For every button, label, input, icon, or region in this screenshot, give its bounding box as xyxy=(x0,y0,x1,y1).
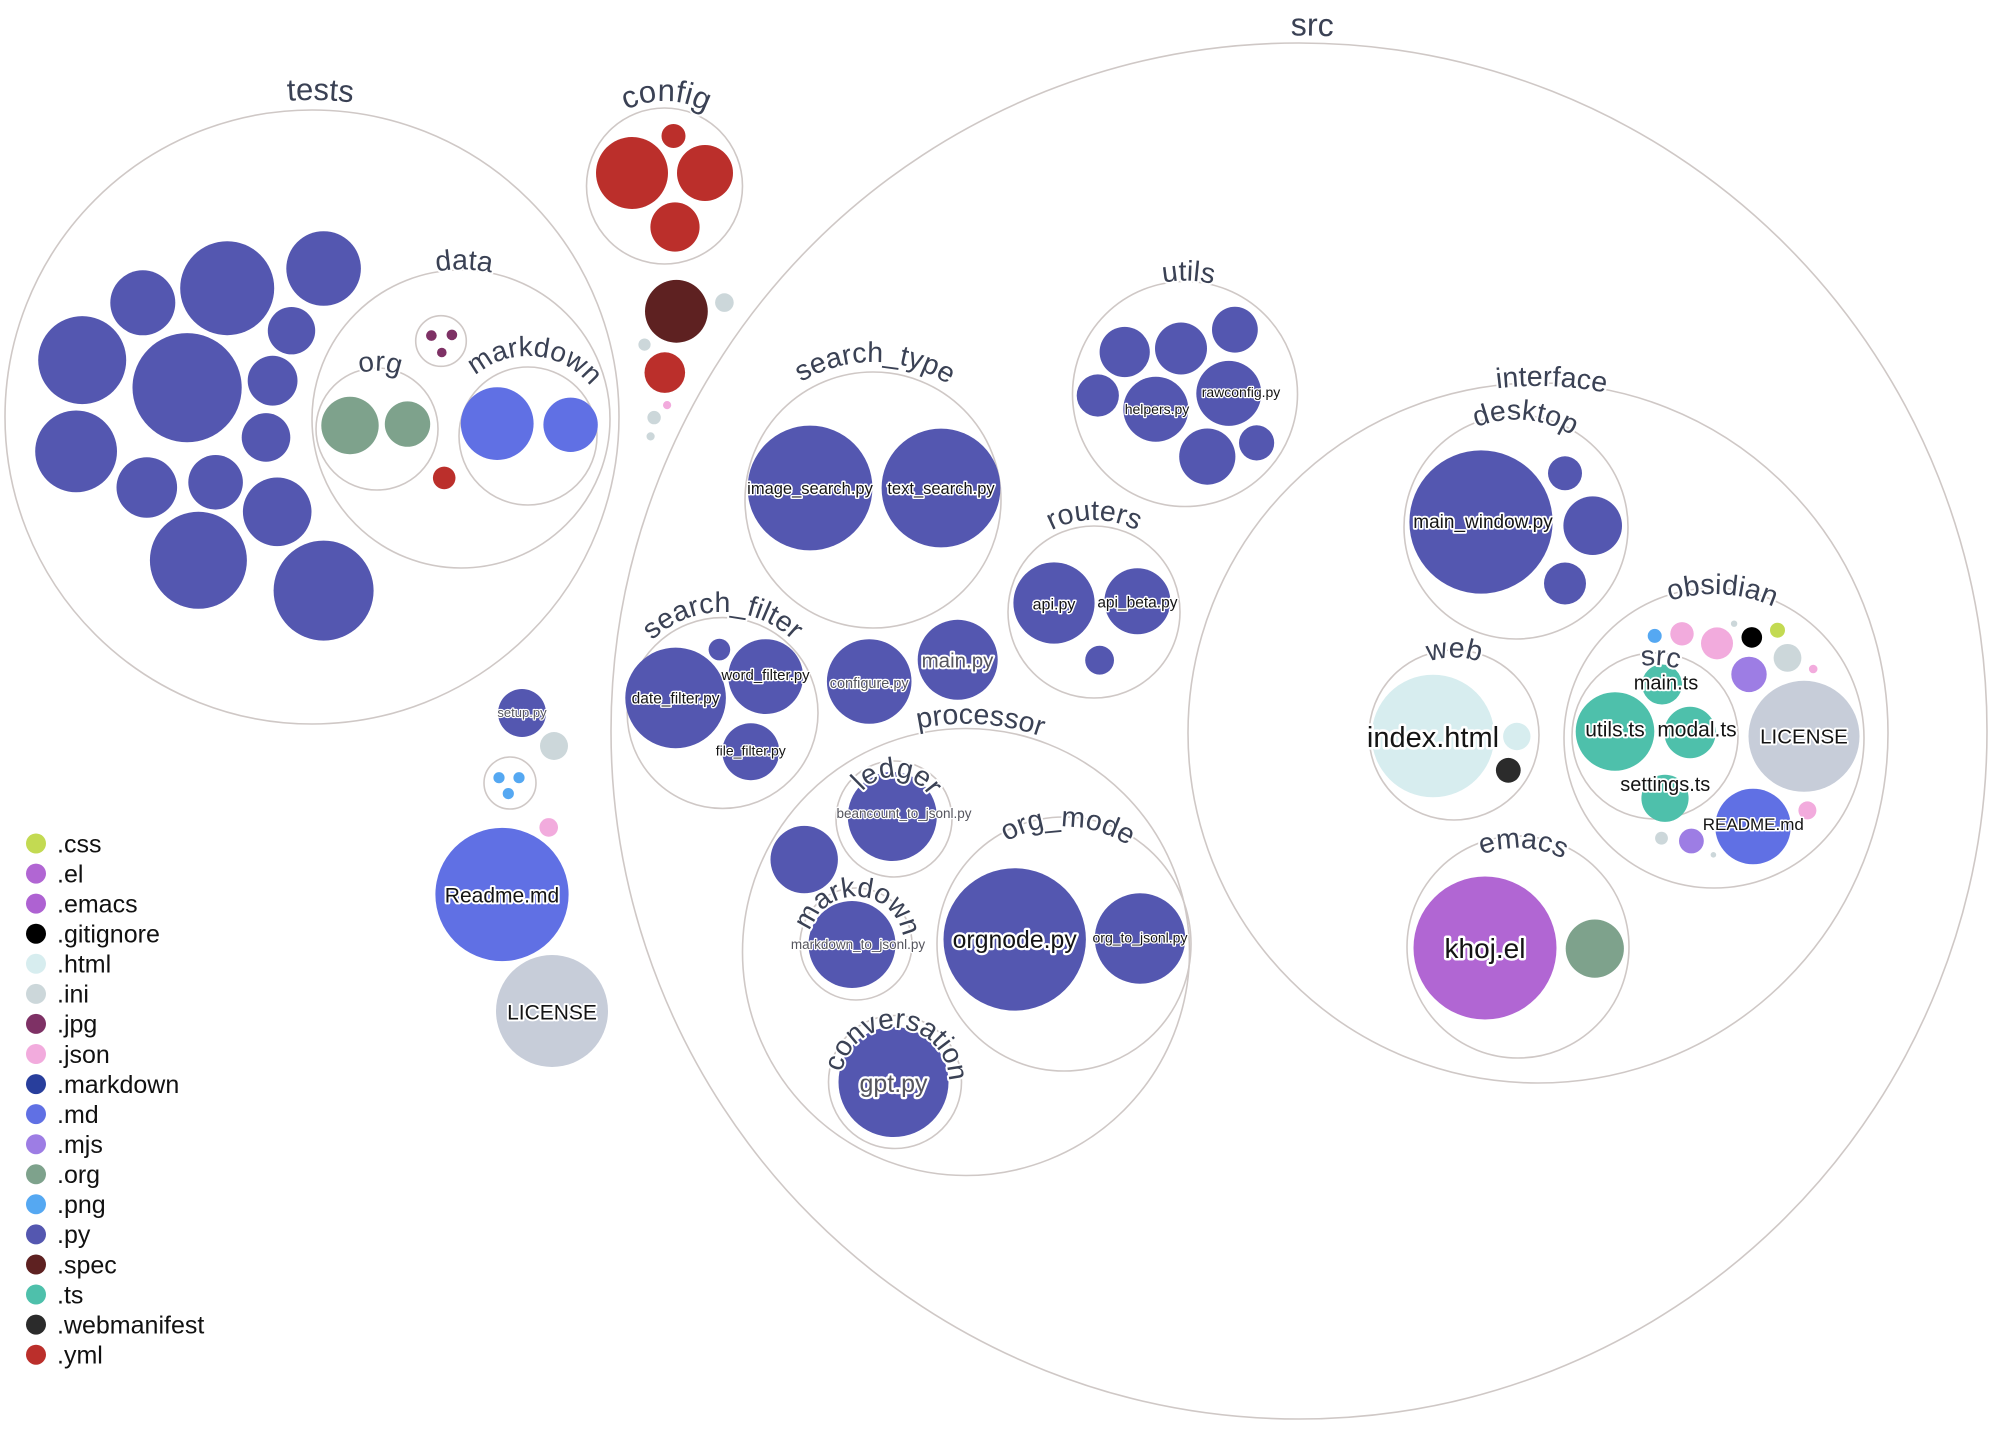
svg-text:.md: .md xyxy=(57,1101,99,1129)
svg-text:modal.ts: modal.ts xyxy=(1657,718,1736,741)
svg-text:.jpg: .jpg xyxy=(57,1011,97,1039)
svg-text:utils.ts: utils.ts xyxy=(1585,718,1645,741)
svg-text:data: data xyxy=(434,244,496,279)
svg-text:api_beta.py: api_beta.py xyxy=(1097,594,1177,611)
svg-text:org: org xyxy=(356,346,406,381)
svg-text:.org: .org xyxy=(57,1161,100,1189)
svg-text:file_filter.py: file_filter.py xyxy=(716,742,786,758)
svg-text:khoj.el: khoj.el xyxy=(1445,933,1526,964)
svg-text:word_filter.py: word_filter.py xyxy=(720,667,810,684)
svg-text:rawconfig.py: rawconfig.py xyxy=(1202,384,1281,400)
svg-text:tests: tests xyxy=(286,72,356,110)
svg-text:.ts: .ts xyxy=(57,1281,83,1309)
svg-text:main.ts: main.ts xyxy=(1634,673,1698,695)
svg-text:processor: processor xyxy=(913,699,1049,744)
svg-text:src: src xyxy=(1639,640,1684,675)
svg-text:main.py: main.py xyxy=(922,650,995,673)
svg-text:.markdown: .markdown xyxy=(57,1071,179,1099)
svg-text:api.py: api.py xyxy=(1033,597,1076,614)
svg-text:.el: .el xyxy=(57,860,83,888)
svg-text:.html: .html xyxy=(57,951,111,979)
svg-text:text_search.py: text_search.py xyxy=(887,480,995,498)
svg-text:main_window.py: main_window.py xyxy=(1413,512,1553,533)
svg-text:.yml: .yml xyxy=(57,1342,103,1370)
svg-text:markdown_to_jsonl.py: markdown_to_jsonl.py xyxy=(791,937,926,952)
svg-text:interface: interface xyxy=(1494,361,1610,400)
svg-text:gpt.py: gpt.py xyxy=(859,1070,928,1098)
svg-text:utils: utils xyxy=(1160,256,1218,291)
svg-text:Readme.md: Readme.md xyxy=(445,884,559,907)
svg-text:configure.py: configure.py xyxy=(830,676,910,692)
svg-text:beancount_to_jsonl.py: beancount_to_jsonl.py xyxy=(836,806,971,821)
svg-text:index.html: index.html xyxy=(1367,722,1499,754)
svg-text:.gitignore: .gitignore xyxy=(57,921,160,949)
svg-text:date_filter.py: date_filter.py xyxy=(632,690,720,707)
svg-text:helpers.py: helpers.py xyxy=(1125,401,1190,417)
svg-text:.mjs: .mjs xyxy=(57,1131,103,1159)
svg-text:src: src xyxy=(1291,6,1335,43)
svg-text:LICENSE: LICENSE xyxy=(1760,726,1848,749)
svg-text:.py: .py xyxy=(57,1221,91,1249)
svg-text:.spec: .spec xyxy=(57,1251,117,1279)
svg-text:.css: .css xyxy=(57,830,101,858)
svg-text:.json: .json xyxy=(57,1041,110,1069)
svg-text:.webmanifest: .webmanifest xyxy=(57,1311,204,1339)
svg-text:settings.ts: settings.ts xyxy=(1620,774,1710,796)
svg-text:setup.py: setup.py xyxy=(497,705,547,720)
svg-text:image_search.py: image_search.py xyxy=(747,480,873,498)
svg-text:.ini: .ini xyxy=(57,981,89,1009)
svg-text:web: web xyxy=(1422,632,1485,668)
svg-text:.png: .png xyxy=(57,1191,106,1219)
svg-text:LICENSE: LICENSE xyxy=(507,1001,597,1024)
svg-text:org_to_jsonl.py: org_to_jsonl.py xyxy=(1093,929,1188,945)
svg-text:.emacs: .emacs xyxy=(57,890,138,918)
svg-text:orgnode.py: orgnode.py xyxy=(953,927,1078,954)
svg-text:README.md: README.md xyxy=(1703,815,1804,834)
